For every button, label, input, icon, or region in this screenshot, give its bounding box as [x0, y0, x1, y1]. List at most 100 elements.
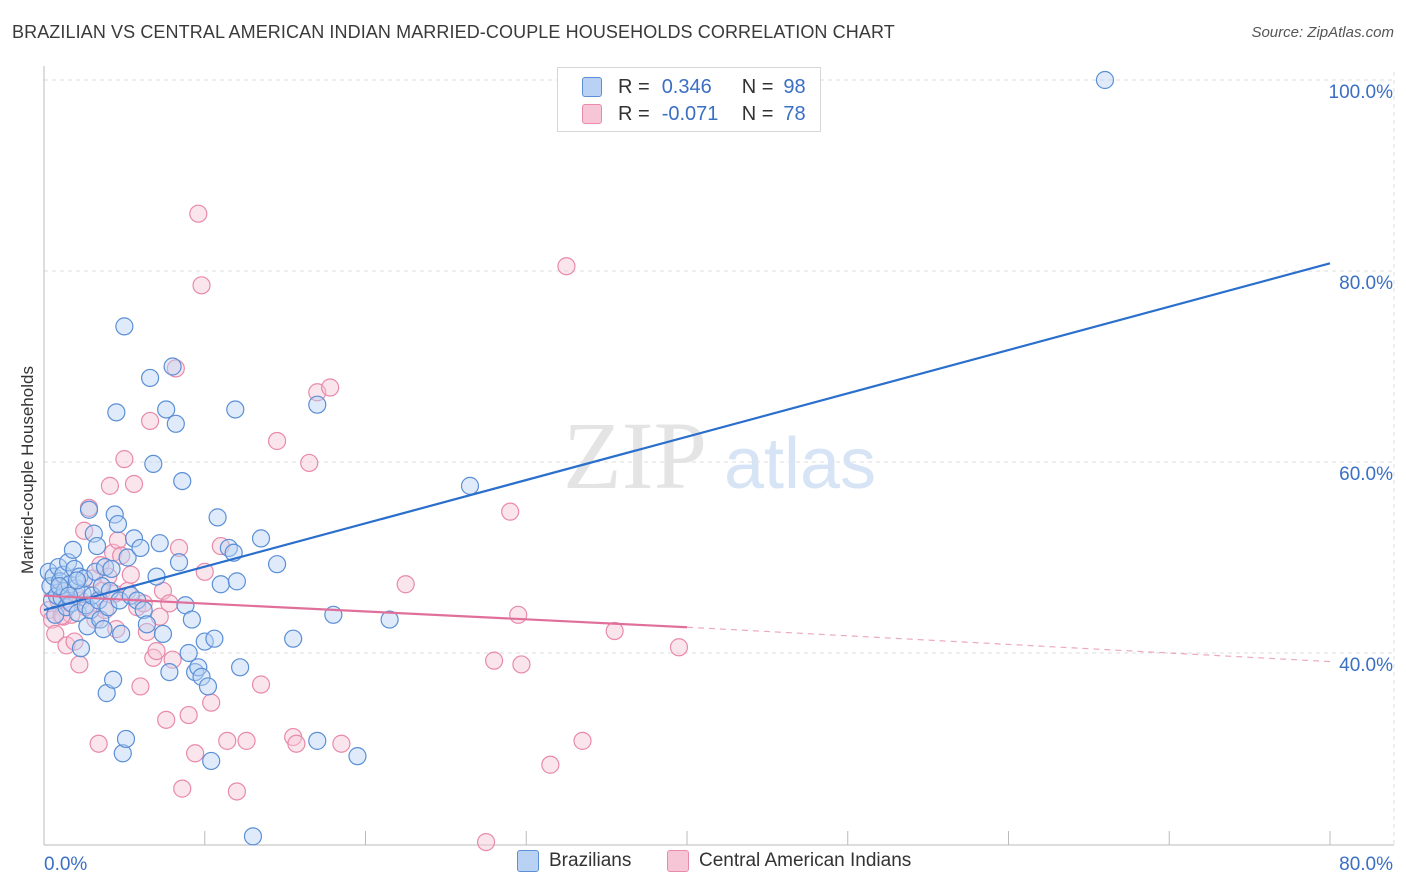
brazilians-point — [102, 559, 121, 579]
central-american-indians-point — [557, 257, 576, 276]
series-legend-brazilians[interactable]: Brazilians — [517, 850, 631, 872]
brazilians-point — [166, 414, 185, 433]
central-american-indians-point — [65, 632, 84, 651]
brazilians-points — [39, 70, 1115, 846]
central-american-indians-point — [89, 734, 108, 753]
brazilians-point — [160, 662, 179, 682]
brazilians-point — [153, 624, 173, 644]
series-legend: Brazilians Central American Indians — [0, 850, 1406, 878]
central-american-indians-point — [140, 411, 160, 431]
y-tick-label: 80.0% — [1339, 273, 1393, 294]
y-axis-label: Married-couple Households — [18, 366, 37, 574]
brazilians-point — [243, 827, 263, 846]
watermark-atlas: atlas — [724, 424, 876, 504]
brazilians-point — [137, 615, 156, 634]
brazilians-point — [267, 555, 287, 574]
central-american-indians-points — [39, 204, 689, 852]
brazilians-point — [179, 643, 198, 663]
brazilians-point — [308, 395, 327, 414]
brazilians-point — [169, 553, 189, 572]
brazilians-trend-line — [43, 262, 1331, 612]
central-american-indians-point — [100, 476, 120, 495]
brazilians-point — [147, 567, 166, 586]
brazilians-point — [198, 677, 218, 696]
source-label: Source: ZipAtlas.com — [1251, 24, 1394, 41]
central-american-indians-point — [157, 710, 176, 729]
central-american-indians-trend-extension — [686, 626, 1331, 663]
series-swatch-blue — [517, 850, 539, 872]
series-legend-central-american-indians[interactable]: Central American Indians — [667, 850, 911, 872]
central-american-indians-point — [160, 594, 179, 613]
legend-n-value: 78 — [783, 102, 806, 125]
brazilians-point — [202, 751, 221, 771]
legend-r-label: R = — [618, 102, 650, 125]
series-swatch-pink — [667, 850, 689, 872]
brazilians-point — [95, 557, 115, 577]
central-american-indians-point — [287, 734, 306, 753]
tick-labels: 40.0% 60.0% 80.0% 100.0% 0.0% 80.0% — [44, 82, 1393, 875]
brazilians-point — [227, 572, 246, 591]
watermark: ZIP atlas — [563, 402, 876, 509]
brazilians-point — [113, 744, 132, 763]
central-american-indians-point — [108, 531, 128, 550]
legend-n-value: 98 — [783, 75, 806, 98]
brazilians-point — [105, 505, 124, 524]
central-american-indians-point — [179, 705, 198, 725]
central-american-indians-point — [573, 731, 592, 750]
central-american-indians-point — [202, 693, 221, 712]
legend-n-label: N = — [741, 102, 774, 125]
brazilians-point — [79, 500, 99, 519]
legend-r-label: R = — [618, 75, 650, 98]
central-american-indians-point — [227, 782, 246, 801]
axes — [43, 66, 1394, 846]
legend-n-label: N = — [741, 75, 774, 98]
central-american-indians-point — [189, 204, 208, 223]
central-american-indians-point — [147, 641, 166, 661]
grid-lines — [44, 72, 1395, 845]
central-american-indians-point — [396, 575, 415, 594]
brazilians-point — [182, 610, 201, 629]
brazilians-point — [1095, 70, 1115, 90]
brazilians-point — [118, 548, 137, 567]
central-american-indians-point — [501, 502, 520, 521]
brazilians-point — [108, 514, 128, 534]
central-american-indians-point — [70, 655, 89, 674]
brazilians-point — [251, 529, 271, 548]
brazilians-point — [348, 747, 367, 766]
central-american-indians-point — [485, 651, 504, 670]
brazilians-point — [131, 538, 150, 558]
brazilians-point — [63, 540, 83, 559]
chart-title: BRAZILIAN VS CENTRAL AMERICAN INDIAN MAR… — [12, 22, 895, 42]
brazilians-point — [226, 400, 245, 419]
legend-r-value: 0.346 — [661, 75, 712, 98]
central-american-indians-point — [115, 450, 134, 469]
central-american-indians-point — [476, 832, 496, 852]
brazilians-point — [211, 575, 230, 594]
brazilians-point — [124, 529, 144, 548]
central-american-indians-point — [300, 453, 319, 473]
central-american-indians-point — [169, 538, 189, 558]
brazilians-point — [380, 610, 399, 629]
legend-r-value: -0.071 — [661, 102, 719, 125]
brazilians-point — [284, 629, 303, 648]
central-american-indians-point — [192, 276, 211, 295]
central-american-indians-point — [137, 622, 156, 642]
series-legend-label: Brazilians — [549, 850, 632, 871]
brazilians-point — [163, 357, 182, 376]
central-american-indians-point — [509, 605, 528, 624]
legend-row-brazilians: R = 0.346 N = 98 — [582, 74, 806, 100]
legend-swatch-blue — [582, 77, 602, 97]
central-american-indians-point — [267, 431, 287, 451]
x-tick-label: 80.0% — [1339, 854, 1393, 875]
brazilians-point — [140, 368, 160, 388]
brazilians-point — [173, 472, 192, 491]
brazilians-point — [87, 536, 107, 556]
y-tick-label: 60.0% — [1339, 464, 1393, 485]
brazilians-point — [460, 476, 480, 495]
central-american-indians-point — [237, 731, 256, 750]
central-american-indians-point — [166, 359, 185, 378]
y-tick-label: 40.0% — [1339, 655, 1393, 676]
stats-legend: R = 0.346 N = 98 R = -0.071 N = 78 — [557, 67, 821, 132]
central-american-indians-point — [251, 675, 271, 694]
